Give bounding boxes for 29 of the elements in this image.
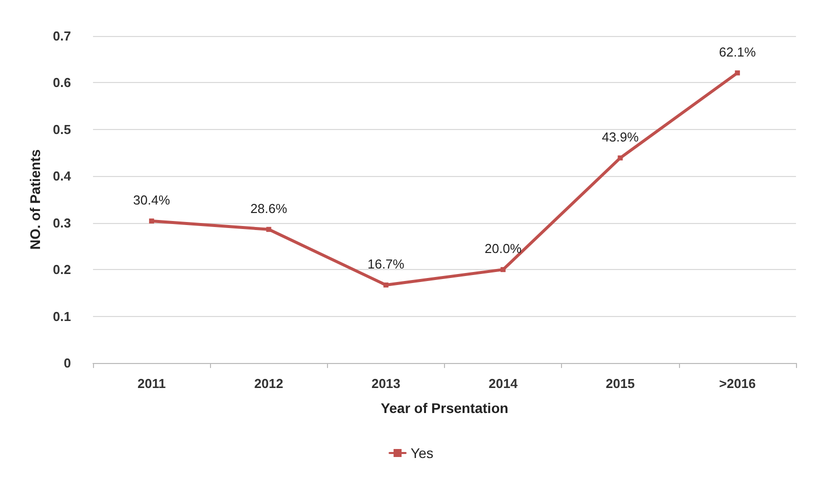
point xyxy=(266,226,272,232)
data-label: 28.6% xyxy=(250,200,288,216)
x-tick-label: 2011 xyxy=(137,376,166,391)
data-label: 16.7% xyxy=(367,256,405,272)
point xyxy=(500,267,506,272)
point xyxy=(734,70,740,76)
y-tick-label: 0.2 xyxy=(52,262,71,278)
x-tick-label: 2012 xyxy=(254,376,284,391)
data-label: 30.4% xyxy=(133,192,170,208)
y-axis-title: NO. of Patients xyxy=(27,149,44,250)
y-tick-label: 0.6 xyxy=(52,75,71,90)
data-label: 62.1% xyxy=(718,44,756,60)
point xyxy=(149,218,154,224)
x-tick-label: >2016 xyxy=(719,376,756,391)
y-tick-label: 0.1 xyxy=(52,308,71,324)
y-tick-label: 0.5 xyxy=(52,122,71,137)
point xyxy=(383,282,388,288)
y-tick-label: 0.3 xyxy=(52,215,71,230)
data-label: 20.0% xyxy=(484,241,522,256)
x-tick-label: 2013 xyxy=(371,376,400,391)
x-tick-label: 2015 xyxy=(606,376,635,391)
point xyxy=(618,155,623,160)
x-axis-title: Year of Prsentation xyxy=(380,400,508,416)
data-label: 43.9% xyxy=(602,129,640,144)
x-tick-label: 2014 xyxy=(488,376,518,391)
legend-label: Yes xyxy=(410,445,434,461)
y-tick-label: 0 xyxy=(64,356,71,370)
y-tick-label: 0.4 xyxy=(52,168,72,184)
y-tick-label: 0.7 xyxy=(52,28,71,44)
